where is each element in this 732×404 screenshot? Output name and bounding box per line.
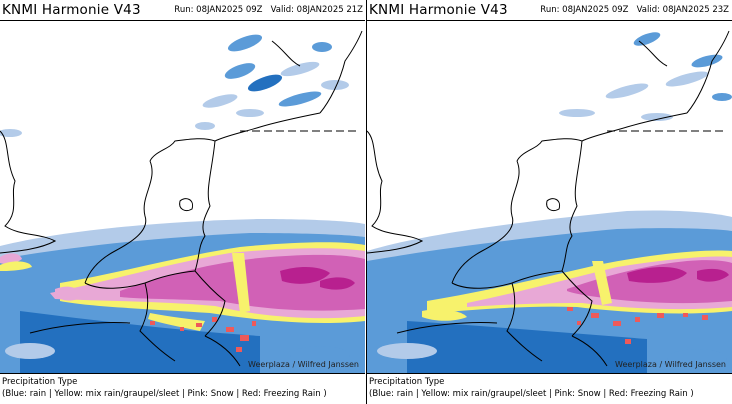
run-valid-info: Run: 08JAN2025 09Z Valid: 08JAN2025 21Z xyxy=(174,5,363,15)
legend-title: Precipitation Type xyxy=(2,377,78,387)
run-valid-info: Run: 08JAN2025 09Z Valid: 08JAN2025 23Z xyxy=(540,5,729,15)
valid-value: 08JAN2025 23Z xyxy=(662,5,729,15)
model-title: KNMI Harmonie V43 xyxy=(369,2,508,18)
map-credit: Weerplaza / Wilfred Janssen xyxy=(615,360,726,369)
map-credit: Weerplaza / Wilfred Janssen xyxy=(248,360,359,369)
legend-title: Precipitation Type xyxy=(369,377,445,387)
south-rain-23z xyxy=(377,343,727,369)
precip-band-23z xyxy=(367,210,732,373)
legend-text: (Blue: rain | Yellow: mix rain/graupel/s… xyxy=(369,388,694,399)
precipitation-legend: Precipitation Type (Blue: rain | Yellow:… xyxy=(369,377,694,400)
run-value: 08JAN2025 09Z xyxy=(196,5,263,15)
borders-21z xyxy=(0,30,363,367)
forecast-panel-23z: KNMI Harmonie V43 Run: 08JAN2025 09Z Val… xyxy=(366,0,732,404)
precipitation-map-23z: Weerplaza / Wilfred Janssen xyxy=(367,20,732,374)
panel-header: KNMI Harmonie V43 Run: 08JAN2025 09Z Val… xyxy=(367,0,732,20)
forecast-panel-21z: KNMI Harmonie V43 Run: 08JAN2025 09Z Val… xyxy=(0,0,366,400)
precip-band-21z xyxy=(0,219,365,373)
freezing-rain-21z xyxy=(150,317,256,352)
map-canvas-23z xyxy=(367,21,732,373)
run-label: Run: xyxy=(174,5,194,15)
run-value: 08JAN2025 09Z xyxy=(562,5,629,15)
valid-label: Valid: xyxy=(636,5,660,15)
legend-text: (Blue: rain | Yellow: mix rain/graupel/s… xyxy=(2,388,327,399)
run-label: Run: xyxy=(540,5,560,15)
borders-23z xyxy=(367,30,730,367)
south-rain-21z xyxy=(5,343,350,366)
freezing-rain-23z xyxy=(567,307,708,344)
precipitation-legend: Precipitation Type (Blue: rain | Yellow:… xyxy=(2,377,327,400)
valid-value: 08JAN2025 21Z xyxy=(296,5,363,15)
panel-header: KNMI Harmonie V43 Run: 08JAN2025 09Z Val… xyxy=(0,0,366,20)
valid-label: Valid: xyxy=(270,5,294,15)
model-title: KNMI Harmonie V43 xyxy=(2,2,141,18)
map-canvas-21z xyxy=(0,21,365,373)
precipitation-map-21z: Weerplaza / Wilfred Janssen xyxy=(0,20,365,374)
north-rain-cells xyxy=(0,34,349,137)
